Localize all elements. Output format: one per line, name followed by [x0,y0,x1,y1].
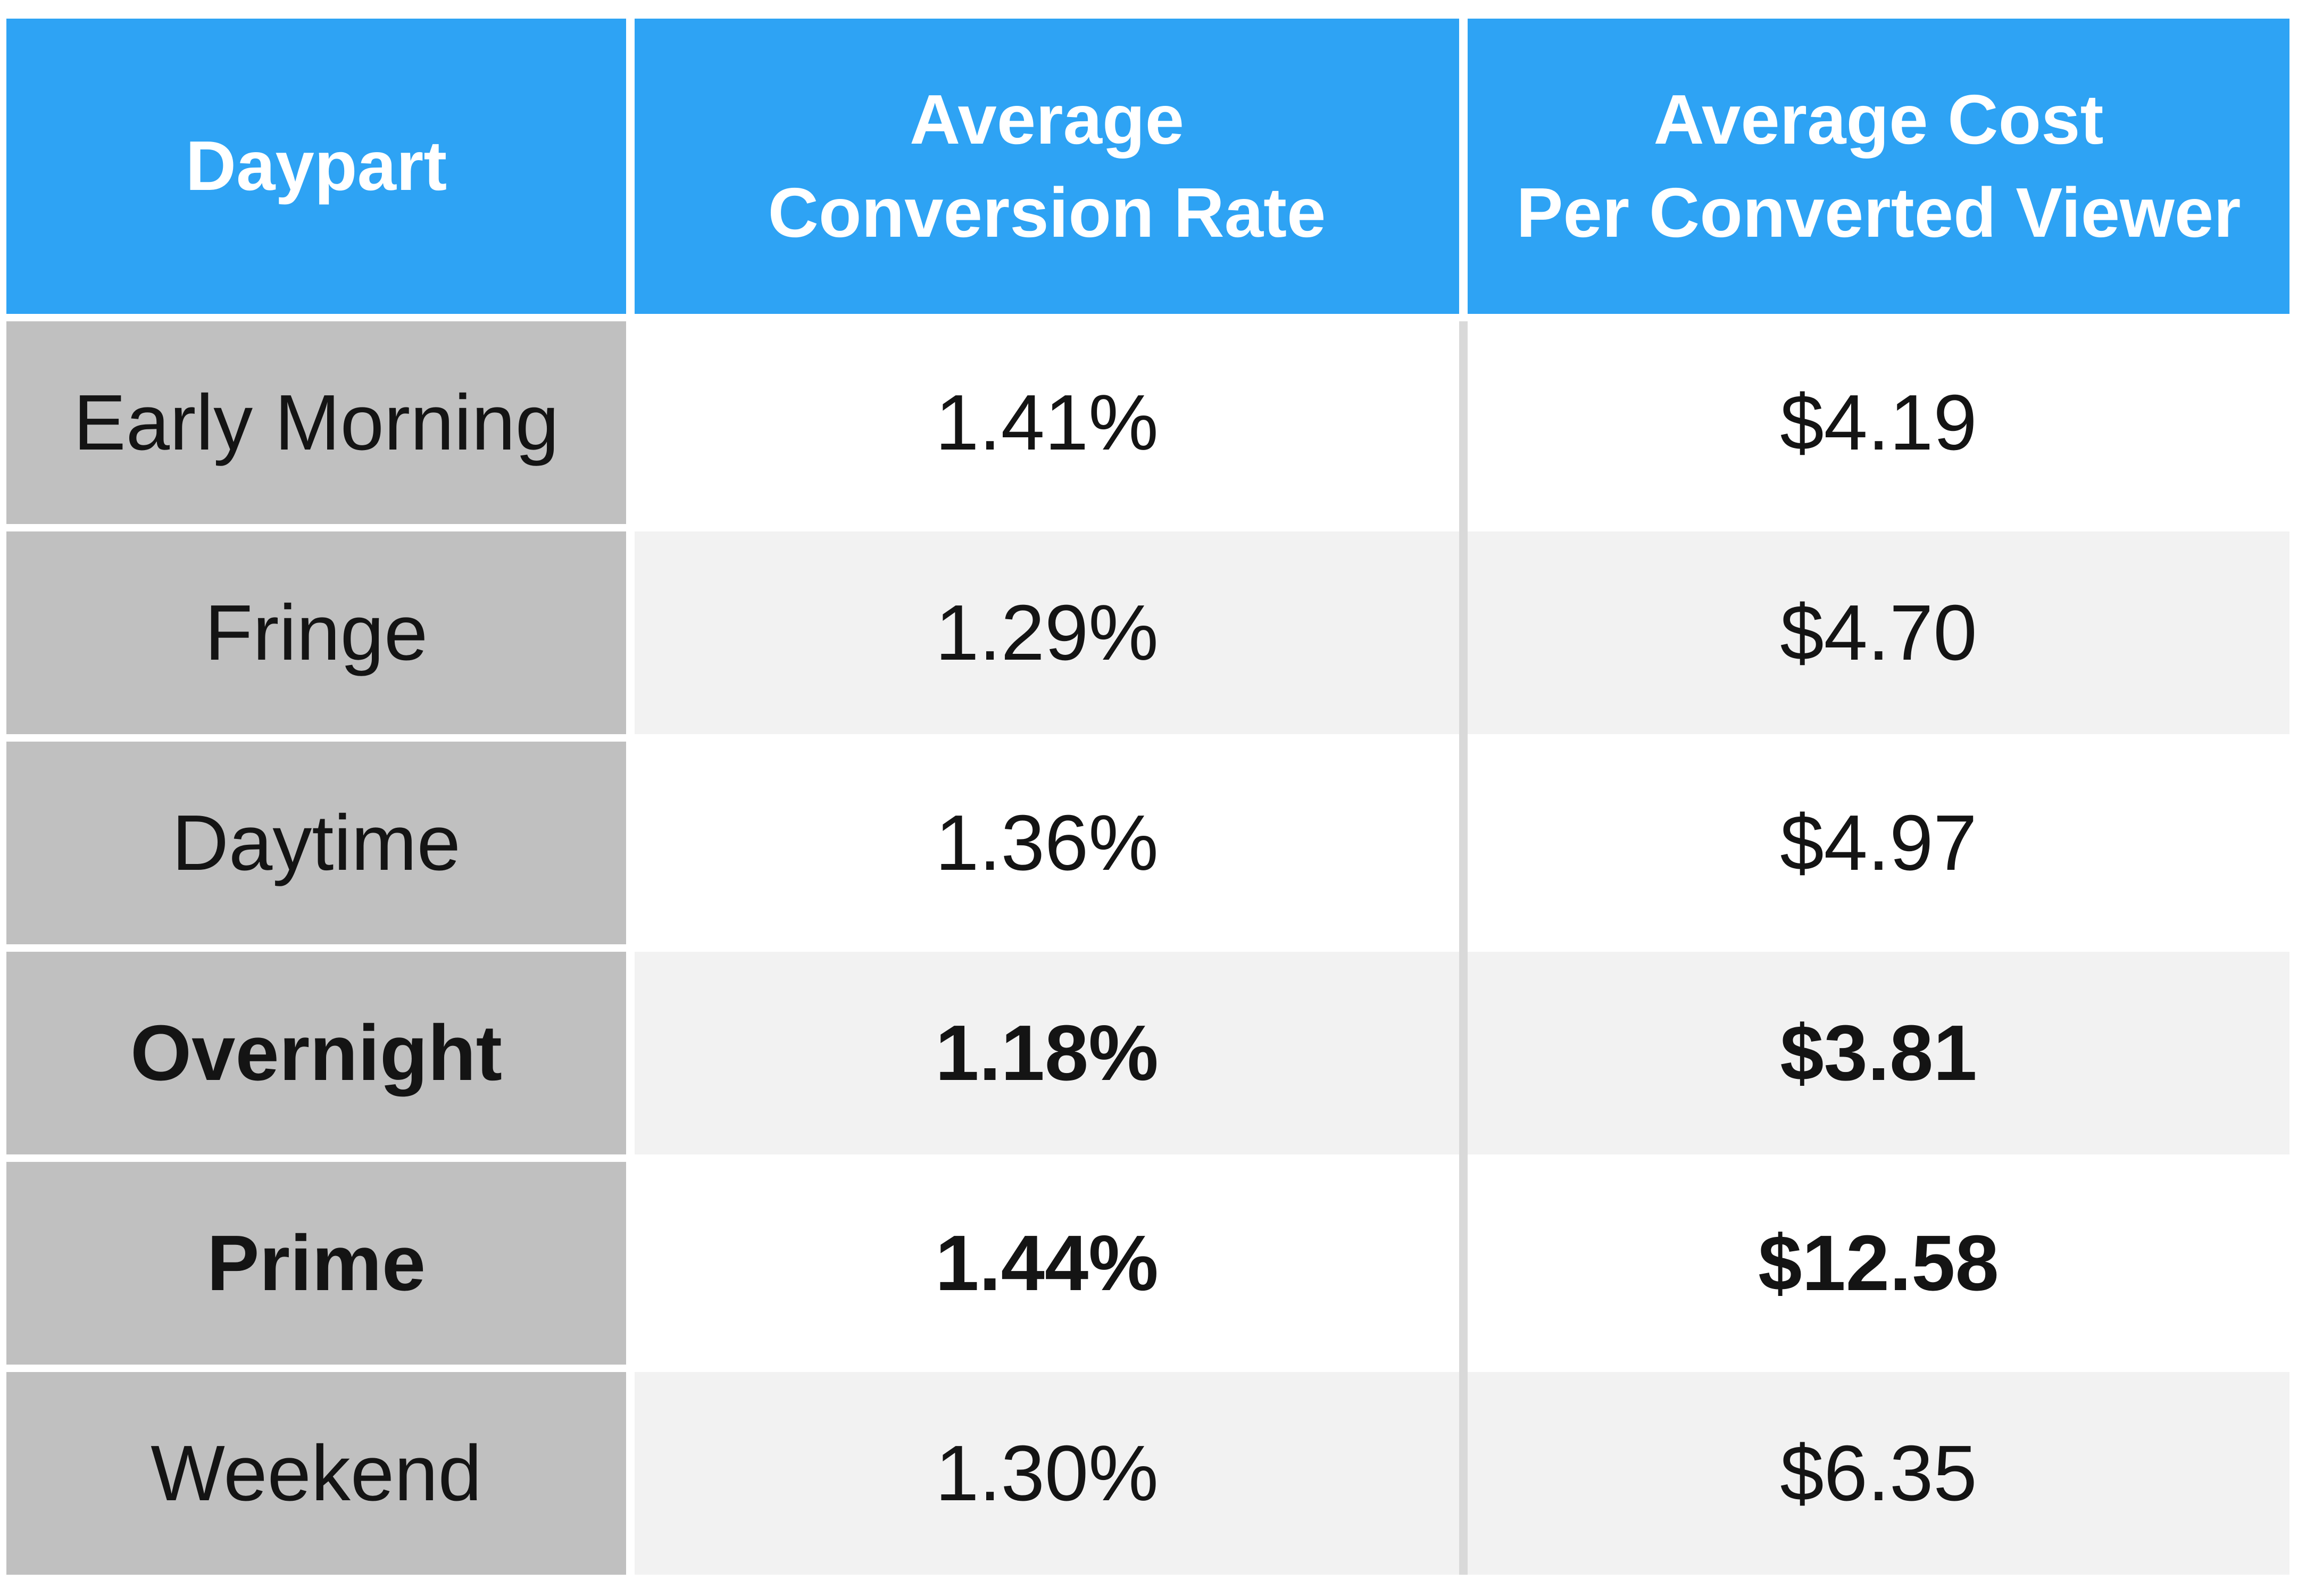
column-divider-line [1459,321,1468,1575]
header-daypart-line1: Daypart [185,127,447,205]
cost-cell-daytime: $4.97 [1468,742,2289,944]
conversion-rate-cell-overnight: 1.18% [635,952,1459,1154]
conversion-rate-cell-fringe: 1.29% [635,531,1459,734]
daypart-performance-table: Daypart Average Conversion Rate Average … [6,19,2289,1575]
header-cost-line2: Per Converted Viewer [1516,173,2241,252]
header-label-daypart: Daypart [186,120,447,212]
header-conversion-line2: Conversion Rate [768,173,1326,252]
header-cell-conversion-rate: Average Conversion Rate [635,19,1459,314]
conversion-rate-cell-prime: 1.44% [635,1162,1459,1365]
daypart-cell-overnight: Overnight [6,952,626,1154]
daypart-cell-early-morning: Early Morning [6,321,626,524]
header-conversion-line1: Average [909,80,1185,159]
daypart-cell-weekend: Weekend [6,1372,626,1575]
header-cell-cost-per-viewer: Average Cost Per Converted Viewer [1468,19,2289,314]
conversion-rate-cell-daytime: 1.36% [635,742,1459,944]
header-cost-line1: Average Cost [1653,80,2104,159]
cost-cell-overnight: $3.81 [1468,952,2289,1154]
header-cell-daypart: Daypart [6,19,626,314]
daypart-cell-prime: Prime [6,1162,626,1365]
cost-cell-weekend: $6.35 [1468,1372,2289,1575]
cost-cell-early-morning: $4.19 [1468,321,2289,524]
conversion-rate-cell-weekend: 1.30% [635,1372,1459,1575]
conversion-rate-cell-early-morning: 1.41% [635,321,1459,524]
cost-cell-prime: $12.58 [1468,1162,2289,1365]
cost-cell-fringe: $4.70 [1468,531,2289,734]
header-label-conversion-rate: Average Conversion Rate [768,73,1326,259]
daypart-cell-fringe: Fringe [6,531,626,734]
header-label-cost-per-viewer: Average Cost Per Converted Viewer [1516,73,2241,259]
daypart-cell-daytime: Daytime [6,742,626,944]
